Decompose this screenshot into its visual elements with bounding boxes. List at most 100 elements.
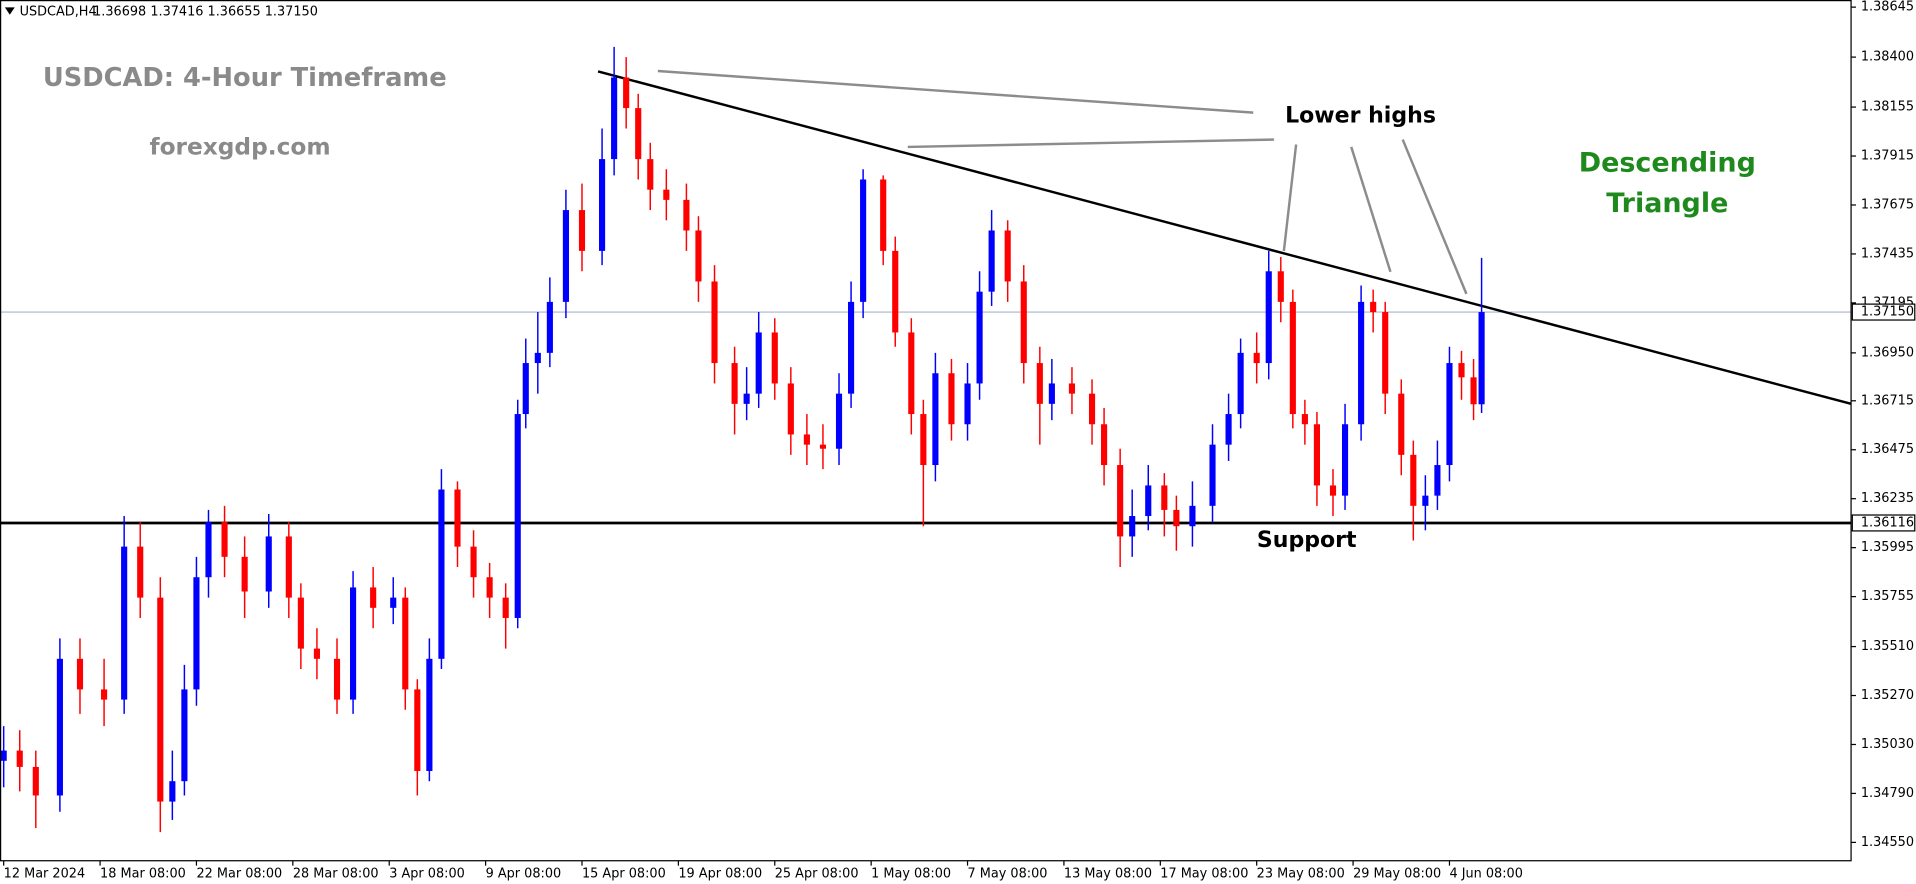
candle-body [964, 383, 971, 425]
candle-body [157, 597, 164, 802]
candle-body [333, 658, 341, 700]
y-tick-label: 1.35270 [1861, 688, 1914, 703]
candle-body [137, 546, 144, 598]
pointer-line [657, 69, 1254, 114]
y-tick-label: 1.34790 [1861, 786, 1914, 801]
candle-body [932, 373, 939, 466]
candle-body [848, 301, 855, 394]
trendline [597, 70, 1852, 406]
candle-body [1101, 424, 1108, 466]
pointer-line [1350, 146, 1392, 273]
candle-body [1382, 312, 1389, 394]
candle-body [1313, 424, 1320, 486]
x-tick-label: 23 May 08:00 [1257, 867, 1345, 882]
candle-body [1173, 509, 1180, 527]
candle-body [1410, 454, 1417, 506]
candle-body [1358, 301, 1365, 425]
candle-body [502, 597, 509, 619]
quote: 1.36698 1.37416 1.36655 1.37150 [93, 5, 318, 20]
candle-body [121, 546, 128, 700]
candle-body [1277, 271, 1284, 302]
y-tick-label: 1.38645 [1861, 0, 1914, 15]
x-tick-label: 28 Mar 08:00 [293, 867, 379, 882]
candle-body [578, 210, 586, 251]
pointer-line [1401, 139, 1468, 295]
candle-body [860, 179, 867, 302]
candle-body [313, 648, 320, 659]
candle-body [1398, 393, 1405, 455]
candle-body [414, 689, 421, 771]
candle-body [438, 489, 445, 659]
candle-body [663, 189, 670, 200]
y-tick-label: 1.36715 [1861, 393, 1914, 408]
y-tick-label: 1.35755 [1861, 589, 1914, 604]
candle-body [1434, 465, 1441, 496]
subtitle: forexgdp.com [149, 134, 330, 161]
x-tick-label: 29 May 08:00 [1353, 867, 1441, 882]
x-tick-label: 1 May 08:00 [871, 867, 951, 882]
symbol: USDCAD,H4 [20, 5, 97, 20]
candle-body [181, 689, 188, 782]
candles [0, 46, 1485, 833]
candle-body [1478, 312, 1485, 405]
y-tick-label: 1.38155 [1861, 100, 1914, 115]
candle-body [683, 199, 690, 231]
x-tick-label: 13 May 08:00 [1064, 867, 1152, 882]
candle-body [1237, 352, 1244, 415]
candle-body [297, 597, 304, 649]
candle-body [1422, 495, 1429, 506]
candle-body [1161, 485, 1168, 510]
candle-body [647, 159, 654, 190]
candle-body [1129, 516, 1136, 537]
candle-body [635, 108, 642, 160]
candle-body [731, 363, 738, 404]
candle-body [56, 658, 63, 796]
y-tick-label: 1.38400 [1861, 50, 1914, 65]
x-tick-label: 7 May 08:00 [968, 867, 1048, 882]
candle-body [1004, 230, 1011, 282]
candle-body [221, 522, 228, 557]
y-tick-label: 1.37675 [1861, 197, 1914, 212]
candle-body [0, 750, 7, 761]
candle-body [1048, 383, 1055, 404]
x-tick-label: 19 Apr 08:00 [678, 867, 762, 882]
candle-body [611, 77, 618, 160]
x-tick-label: 15 Apr 08:00 [582, 867, 666, 882]
candle-body [101, 689, 108, 700]
y-tick-label: 1.36950 [1861, 345, 1914, 360]
y-tick-label: 1.36475 [1861, 442, 1914, 457]
annotation: Lower highs [1285, 103, 1436, 128]
candle-body [988, 230, 995, 292]
candle-body [787, 383, 794, 435]
candle-body [370, 587, 377, 608]
candle-body [1225, 414, 1232, 445]
y-tick-label: 1.35030 [1861, 737, 1914, 752]
x-tick-label: 9 Apr 08:00 [486, 867, 562, 882]
last-price-label: 1.37150 [1861, 305, 1914, 320]
support-price-label: 1.36116 [1861, 515, 1914, 530]
candle-body [32, 766, 39, 796]
candle-body [711, 281, 718, 364]
y-tick-label: 1.37915 [1861, 149, 1914, 164]
candle-body [1145, 485, 1152, 517]
candle-body [599, 159, 606, 251]
pointer-line [1282, 144, 1298, 252]
annotation: Support [1257, 528, 1357, 553]
candle-body [390, 597, 397, 608]
candle-body [1329, 485, 1337, 496]
candle-body [514, 414, 521, 619]
candle-body [486, 577, 493, 598]
candle-body [1470, 377, 1477, 405]
annotation: Descending [1579, 148, 1756, 179]
candle-body [1020, 281, 1027, 364]
candle-body [835, 393, 843, 449]
candle-body [755, 332, 762, 394]
menu-icon[interactable] [4, 7, 15, 15]
overlay: USDCAD,H4 1.36698 1.37416 1.36655 1.3715… [4, 5, 1756, 553]
candle-body [16, 750, 23, 767]
candle-body [1036, 363, 1043, 404]
pointer-line [907, 138, 1275, 149]
